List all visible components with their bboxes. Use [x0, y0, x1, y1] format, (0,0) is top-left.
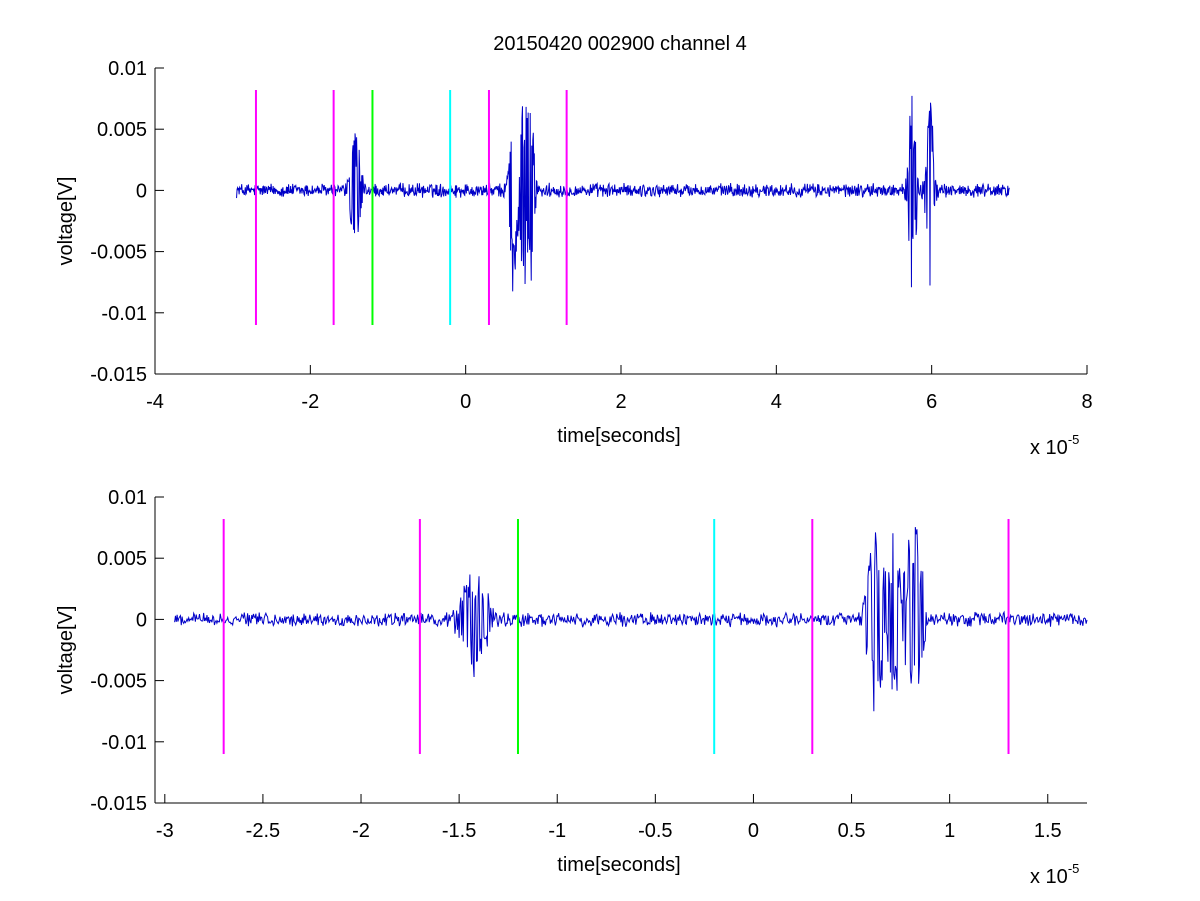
y-axis-label: voltage[V]	[55, 606, 77, 695]
y-tick-label: -0.005	[90, 671, 147, 693]
plot-top: -0.015 -0.01 -0.005 0 0.005 0.01 -4 -2 0 2 4 6 8 time…	[55, 58, 1093, 459]
plot-bottom: -0.015 -0.01 -0.005 0 0.005 0.01 -3 -2.5 -2 -1.5 -…	[55, 487, 1088, 888]
x-multiplier: x 10-5	[1030, 432, 1079, 459]
y-tick-label: 0	[136, 609, 147, 631]
x-tick-label: 8	[1081, 391, 1092, 413]
x-tick-label: -1.5	[442, 820, 476, 842]
figure-title: 20150420 002900 channel 4	[493, 33, 747, 55]
y-tick-label: 0.01	[108, 58, 147, 80]
signal-trace	[236, 95, 1010, 292]
x-tick-label: -2.5	[246, 820, 280, 842]
x-axis-label: time[seconds]	[557, 425, 680, 447]
x-tick-label: 0	[748, 820, 759, 842]
signal-trace	[174, 527, 1088, 712]
x-multiplier: x 10-5	[1030, 861, 1079, 888]
x-tick-label: -2	[301, 391, 319, 413]
x-tick-label: -0.5	[638, 820, 672, 842]
x-tick-label: 6	[926, 391, 937, 413]
y-tick-label: -0.015	[90, 793, 147, 815]
y-tick-label: 0.005	[97, 548, 147, 570]
x-tick-label: 0	[460, 391, 471, 413]
x-tick-label: 4	[771, 391, 782, 413]
x-axis-label: time[seconds]	[557, 854, 680, 876]
y-tick-label: -0.01	[101, 732, 147, 754]
x-tick-label: -2	[352, 820, 370, 842]
y-tick-label: 0	[136, 180, 147, 202]
y-tick-label: 0.01	[108, 487, 147, 509]
x-tick-label: 0.5	[838, 820, 866, 842]
y-tick-label: -0.005	[90, 242, 147, 264]
x-tick-label: -3	[156, 820, 174, 842]
x-tick-label: -1	[548, 820, 566, 842]
y-tick-label: -0.015	[90, 364, 147, 386]
x-tick-label: 1.5	[1034, 820, 1062, 842]
x-tick-label: 1	[944, 820, 955, 842]
x-tick-label: 2	[615, 391, 626, 413]
x-tick-label: -4	[146, 391, 164, 413]
y-axis-label: voltage[V]	[55, 177, 77, 266]
y-tick-label: 0.005	[97, 119, 147, 141]
y-tick-label: -0.01	[101, 303, 147, 325]
